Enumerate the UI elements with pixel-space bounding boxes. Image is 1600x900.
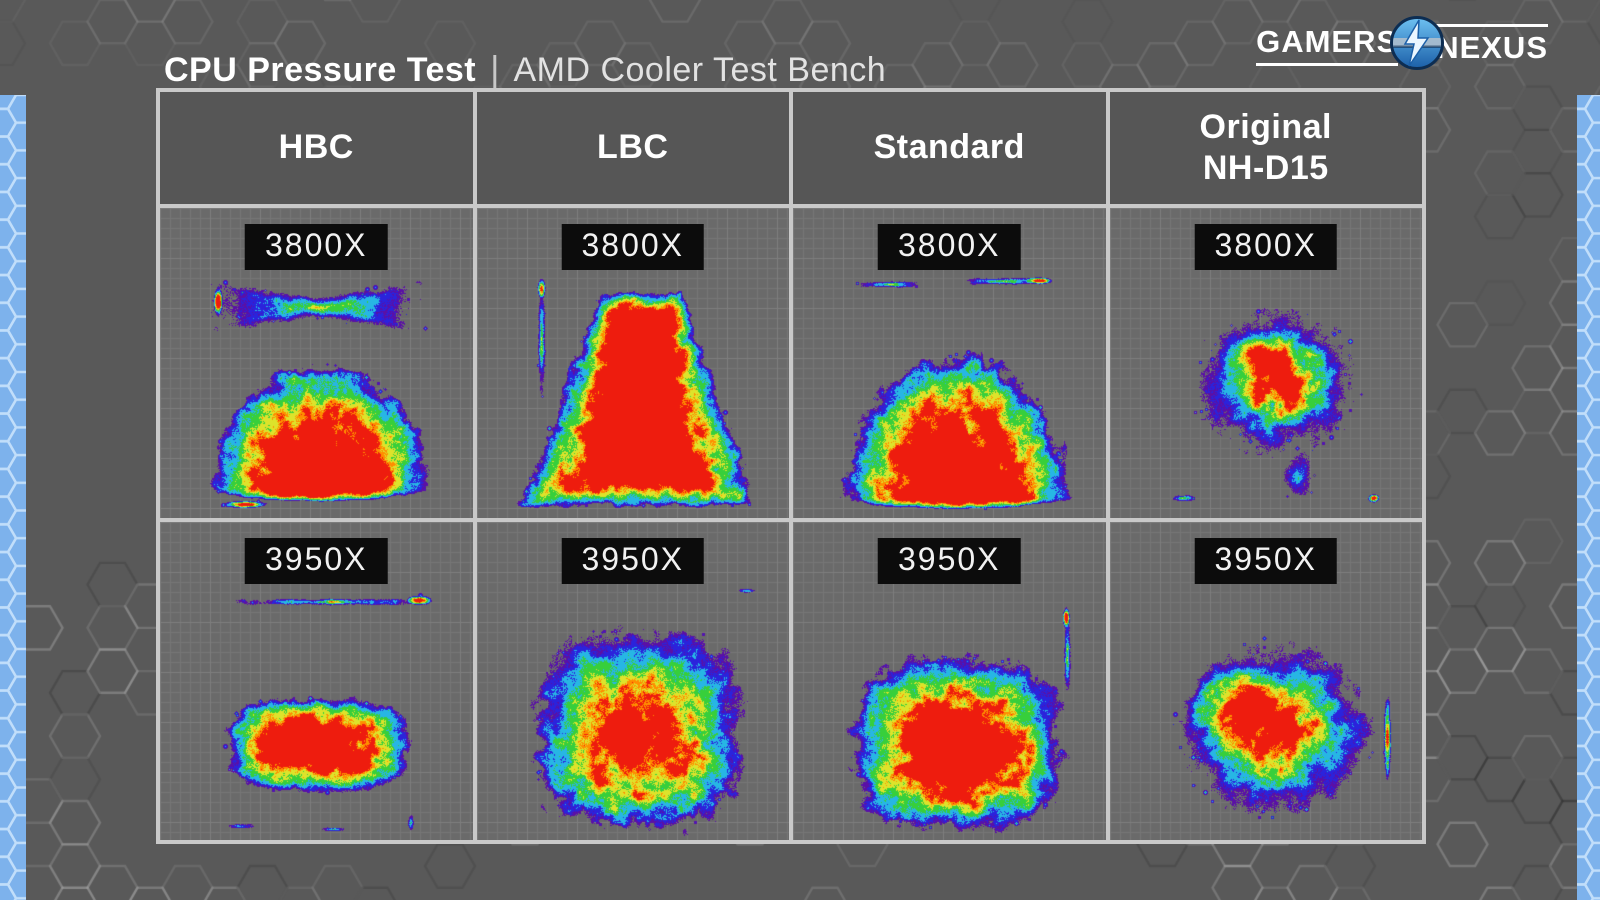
gamersnexus-logo: GAMERS NEXUS [1256,12,1548,77]
logo-text-gamers: GAMERS [1256,24,1399,66]
left-bar-hex-pattern [0,95,26,900]
heatmap-cell-hbc-3950x: 3950X [160,522,473,840]
cpu-label-chip: 3800X [244,224,388,270]
page-title: CPU Pressure Test | AMD Cooler Test Benc… [164,48,886,90]
heatmap-cell-nhd15-3800x: 3800X [1109,208,1422,518]
cpu-label-chip: 3950X [877,538,1021,584]
cpu-label-chip: 3800X [1194,224,1338,270]
cpu-label-chip: 3950X [244,538,388,584]
logo-text-nexus: NEXUS [1436,23,1548,66]
heatmap-cell-lbc-3950x: 3950X [476,522,789,840]
heatmap-cell-lbc-3800x: 3800X [476,208,789,518]
gamersnexus-emblem-icon [1388,14,1446,77]
title-separator: | [490,48,500,89]
title-subtitle: AMD Cooler Test Bench [513,51,887,89]
cpu-label-chip: 3800X [561,224,705,270]
right-accent-bar [1577,95,1600,900]
column-header-original-nh-d15: Original NH-D15 [1109,92,1422,204]
heatmap-cell-standard-3800x: 3800X [793,208,1106,518]
pressure-table: HBC LBC Standard Original NH-D15 3800X 3… [156,88,1426,844]
column-header-hbc: HBC [160,92,473,204]
heatmap-cell-hbc-3800x: 3800X [160,208,473,518]
heatmap-cell-nhd15-3950x: 3950X [1109,522,1422,840]
column-header-standard: Standard [793,92,1106,204]
title-main: CPU Pressure Test [164,51,477,89]
heatmap-cell-standard-3950x: 3950X [793,522,1106,840]
cpu-label-chip: 3950X [1194,538,1338,584]
column-header-lbc: LBC [476,92,789,204]
right-bar-hex-pattern [1577,95,1600,900]
cpu-label-chip: 3950X [561,538,705,584]
cpu-label-chip: 3800X [877,224,1021,270]
left-accent-bar [0,95,26,900]
